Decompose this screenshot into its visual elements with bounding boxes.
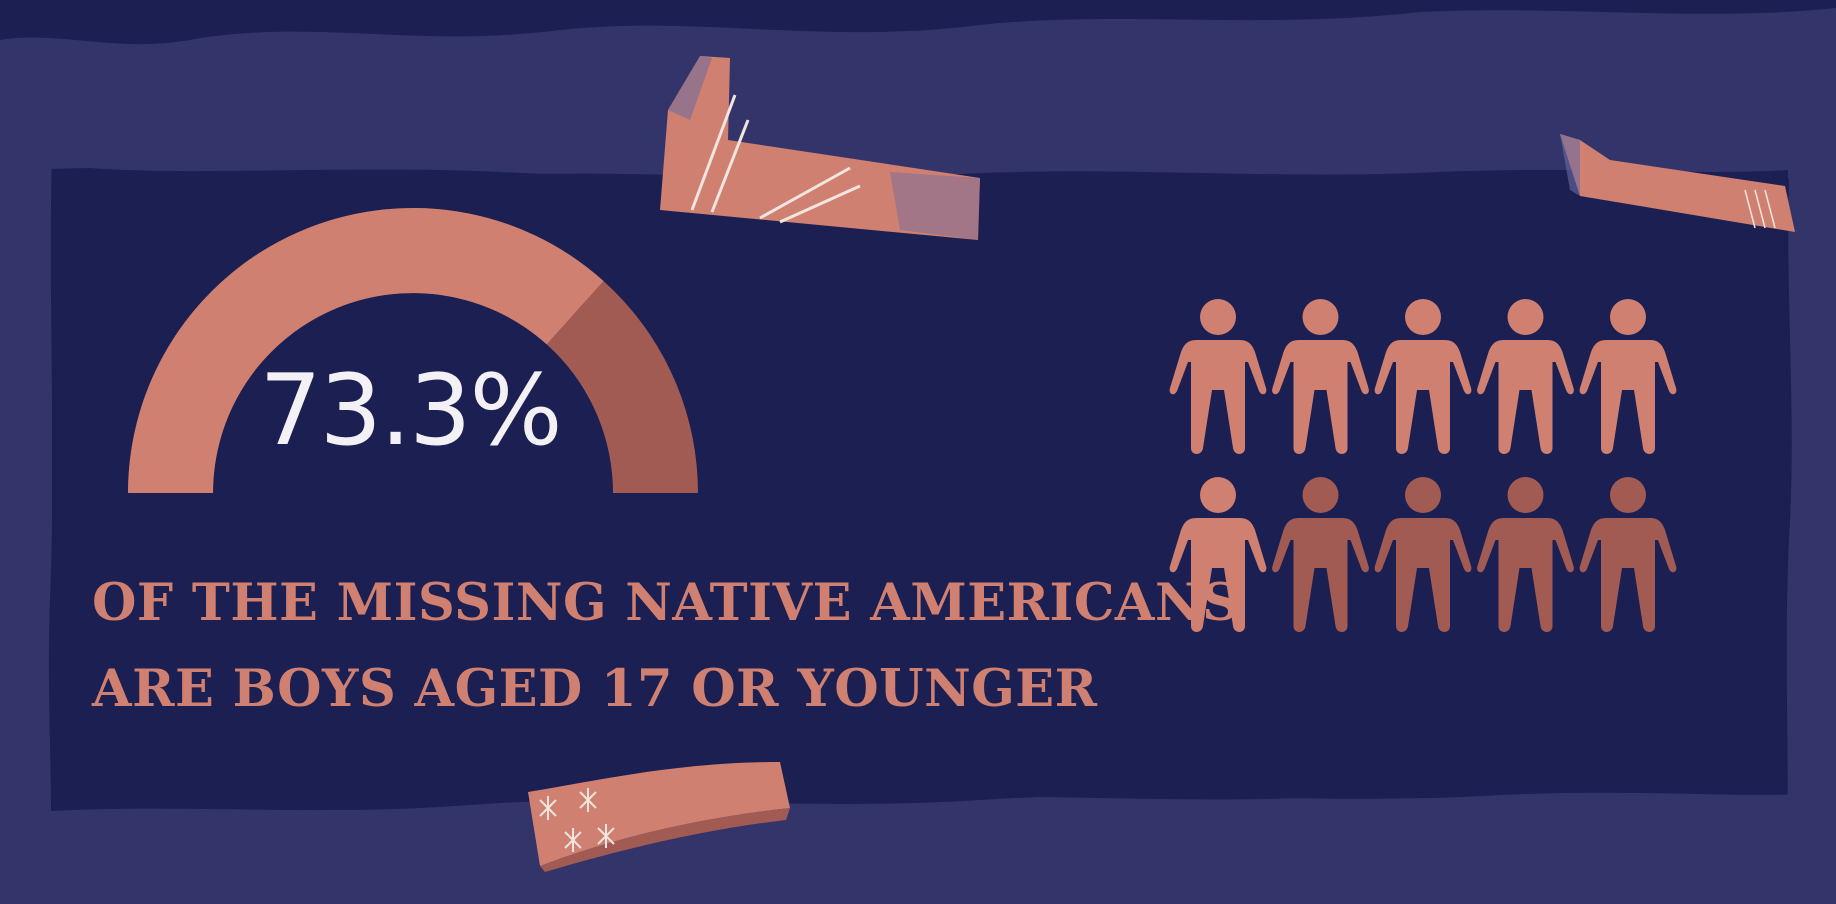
person-icon xyxy=(1579,299,1677,454)
gauge-fill xyxy=(128,207,604,493)
inner-panel xyxy=(52,170,1788,809)
headline-line-2: ARE BOYS AGED 17 OR YOUNGER xyxy=(92,659,1098,719)
tape-bottom xyxy=(528,762,790,872)
headline: OF THE MISSING NATIVE AMERICANS ARE BOYS… xyxy=(92,560,1240,732)
person-icon xyxy=(1169,477,1267,632)
percentage-value: 73.3% xyxy=(259,354,562,468)
brush-frame-top xyxy=(0,8,1836,181)
person-icon xyxy=(1272,477,1369,632)
person-icon xyxy=(1272,299,1369,454)
person-icon xyxy=(1169,299,1267,454)
person-icon xyxy=(1477,299,1574,454)
brush-frame-left xyxy=(0,150,53,904)
person-icon xyxy=(1374,299,1472,454)
people-pictogram xyxy=(1169,299,1677,632)
percentage-gauge xyxy=(128,207,698,493)
brush-frame-bottom xyxy=(0,792,1836,904)
person-icon xyxy=(1374,477,1472,632)
person-icon xyxy=(1477,477,1574,632)
brush-frame-right xyxy=(1785,150,1836,904)
tape-top xyxy=(660,56,980,240)
tape-right xyxy=(1560,134,1795,232)
headline-line-1: OF THE MISSING NATIVE AMERICANS xyxy=(92,573,1240,633)
person-icon xyxy=(1579,477,1677,632)
